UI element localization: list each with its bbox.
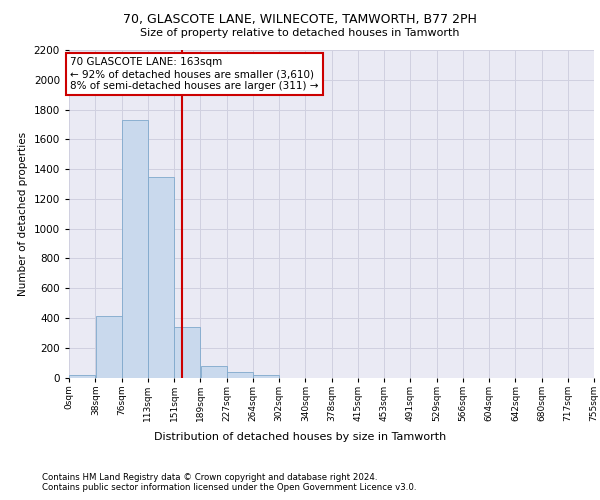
Text: 70 GLASCOTE LANE: 163sqm
← 92% of detached houses are smaller (3,610)
8% of semi: 70 GLASCOTE LANE: 163sqm ← 92% of detach… bbox=[70, 58, 319, 90]
Bar bbox=[227, 372, 253, 378]
Text: Contains HM Land Registry data © Crown copyright and database right 2024.: Contains HM Land Registry data © Crown c… bbox=[42, 472, 377, 482]
Bar bbox=[200, 366, 227, 378]
Text: Distribution of detached houses by size in Tamworth: Distribution of detached houses by size … bbox=[154, 432, 446, 442]
Bar bbox=[122, 120, 148, 378]
Bar bbox=[95, 316, 122, 378]
Bar bbox=[148, 178, 174, 378]
Bar bbox=[69, 376, 95, 378]
Text: Size of property relative to detached houses in Tamworth: Size of property relative to detached ho… bbox=[140, 28, 460, 38]
Bar bbox=[253, 374, 279, 378]
Bar bbox=[174, 327, 200, 378]
Y-axis label: Number of detached properties: Number of detached properties bbox=[18, 132, 28, 296]
Text: Contains public sector information licensed under the Open Government Licence v3: Contains public sector information licen… bbox=[42, 484, 416, 492]
Text: 70, GLASCOTE LANE, WILNECOTE, TAMWORTH, B77 2PH: 70, GLASCOTE LANE, WILNECOTE, TAMWORTH, … bbox=[123, 12, 477, 26]
